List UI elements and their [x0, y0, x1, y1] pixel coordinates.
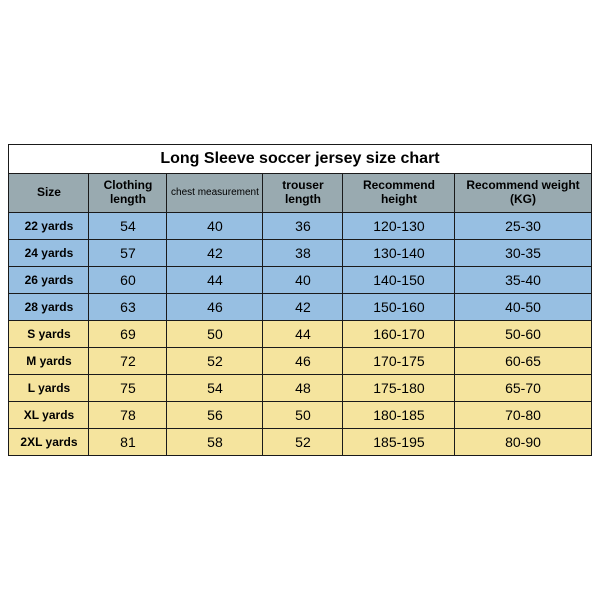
cell-height: 180-185: [343, 402, 455, 429]
cell-height: 130-140: [343, 240, 455, 267]
table-row: S yards695044160-17050-60: [9, 321, 591, 348]
cell-trouser: 40: [263, 267, 343, 294]
title-row: Long Sleeve soccer jersey size chart: [9, 145, 591, 174]
cell-clothing_length: 63: [89, 294, 167, 321]
cell-weight: 60-65: [455, 348, 591, 375]
cell-weight: 40-50: [455, 294, 591, 321]
cell-trouser: 46: [263, 348, 343, 375]
table-row: 2XL yards815852185-19580-90: [9, 429, 591, 456]
cell-trouser: 50: [263, 402, 343, 429]
column-header: Recommend height: [343, 174, 455, 213]
cell-trouser: 48: [263, 375, 343, 402]
cell-trouser: 38: [263, 240, 343, 267]
cell-clothing_length: 81: [89, 429, 167, 456]
size-cell: 28 yards: [9, 294, 89, 321]
cell-trouser: 42: [263, 294, 343, 321]
size-cell: L yards: [9, 375, 89, 402]
cell-weight: 30-35: [455, 240, 591, 267]
cell-weight: 80-90: [455, 429, 591, 456]
column-header: Clothing length: [89, 174, 167, 213]
column-header: trouser length: [263, 174, 343, 213]
cell-height: 160-170: [343, 321, 455, 348]
column-header: chest measurement: [167, 174, 263, 213]
table-row: 24 yards574238130-14030-35: [9, 240, 591, 267]
size-cell: 24 yards: [9, 240, 89, 267]
cell-clothing_length: 54: [89, 213, 167, 240]
cell-height: 140-150: [343, 267, 455, 294]
size-cell: 22 yards: [9, 213, 89, 240]
column-header: Recommend weight (KG): [455, 174, 591, 213]
cell-clothing_length: 78: [89, 402, 167, 429]
cell-weight: 70-80: [455, 402, 591, 429]
size-chart-table: Long Sleeve soccer jersey size chartSize…: [8, 144, 591, 456]
cell-clothing_length: 69: [89, 321, 167, 348]
cell-weight: 35-40: [455, 267, 591, 294]
cell-weight: 25-30: [455, 213, 591, 240]
cell-chest: 50: [167, 321, 263, 348]
cell-chest: 56: [167, 402, 263, 429]
table-row: XL yards785650180-18570-80: [9, 402, 591, 429]
cell-height: 150-160: [343, 294, 455, 321]
cell-clothing_length: 60: [89, 267, 167, 294]
table-row: 28 yards634642150-16040-50: [9, 294, 591, 321]
cell-clothing_length: 57: [89, 240, 167, 267]
column-header: Size: [9, 174, 89, 213]
cell-trouser: 52: [263, 429, 343, 456]
size-cell: M yards: [9, 348, 89, 375]
size-cell: S yards: [9, 321, 89, 348]
table-row: M yards725246170-17560-65: [9, 348, 591, 375]
cell-clothing_length: 72: [89, 348, 167, 375]
cell-trouser: 36: [263, 213, 343, 240]
cell-height: 185-195: [343, 429, 455, 456]
cell-chest: 44: [167, 267, 263, 294]
cell-height: 170-175: [343, 348, 455, 375]
size-cell: 26 yards: [9, 267, 89, 294]
cell-weight: 50-60: [455, 321, 591, 348]
cell-chest: 40: [167, 213, 263, 240]
table-row: L yards755448175-18065-70: [9, 375, 591, 402]
cell-chest: 46: [167, 294, 263, 321]
table-row: 26 yards604440140-15035-40: [9, 267, 591, 294]
table-row: 22 yards544036120-13025-30: [9, 213, 591, 240]
cell-weight: 65-70: [455, 375, 591, 402]
cell-chest: 54: [167, 375, 263, 402]
cell-height: 175-180: [343, 375, 455, 402]
chart-title: Long Sleeve soccer jersey size chart: [9, 145, 591, 174]
cell-chest: 42: [167, 240, 263, 267]
cell-chest: 58: [167, 429, 263, 456]
size-cell: 2XL yards: [9, 429, 89, 456]
cell-clothing_length: 75: [89, 375, 167, 402]
cell-height: 120-130: [343, 213, 455, 240]
cell-chest: 52: [167, 348, 263, 375]
cell-trouser: 44: [263, 321, 343, 348]
header-row: SizeClothing lengthchest measurementtrou…: [9, 174, 591, 213]
size-cell: XL yards: [9, 402, 89, 429]
